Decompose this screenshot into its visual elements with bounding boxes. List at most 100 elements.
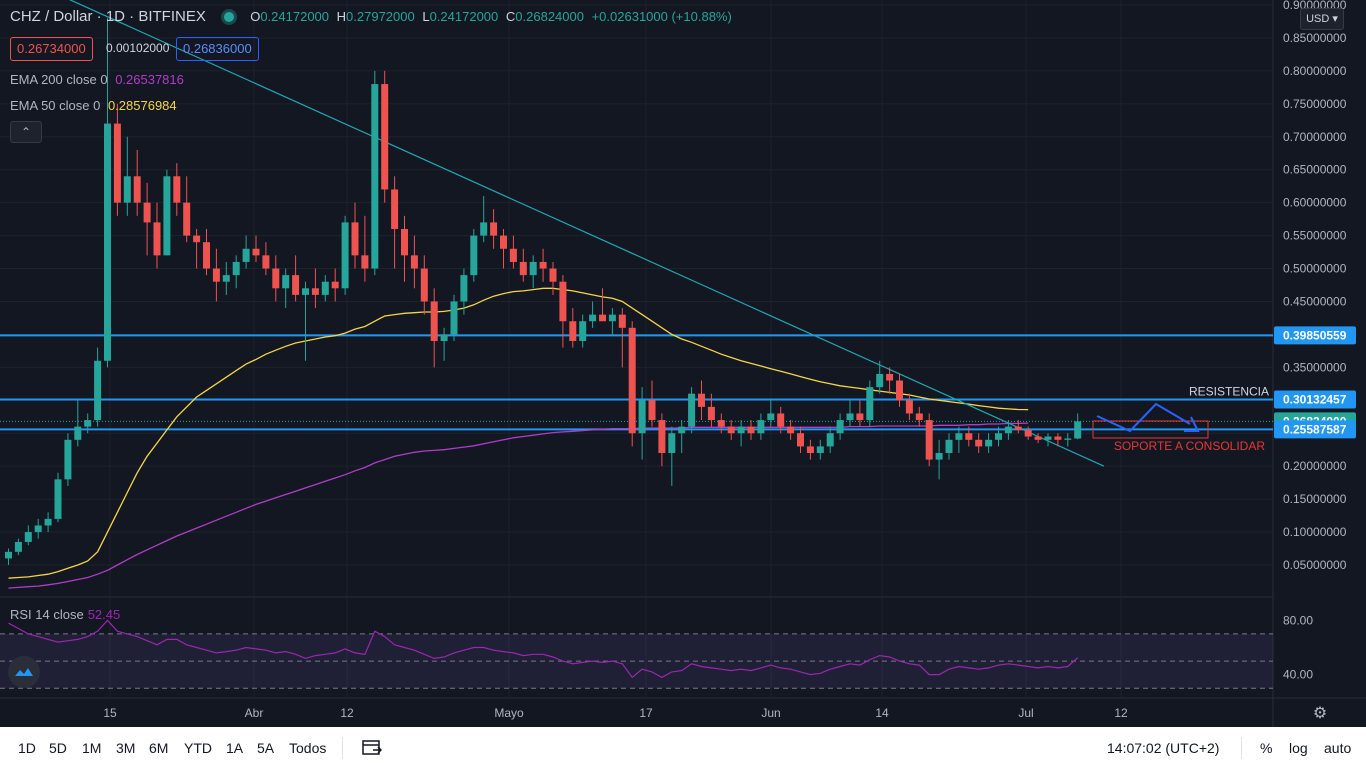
candle bbox=[480, 196, 488, 243]
candle-body bbox=[995, 433, 1002, 440]
candle bbox=[361, 215, 369, 282]
candle-body bbox=[173, 176, 181, 203]
range-3m[interactable]: 3M bbox=[116, 740, 136, 756]
candle-body bbox=[34, 525, 42, 533]
tradingview-logo-icon[interactable] bbox=[8, 656, 40, 688]
candle-body bbox=[282, 275, 290, 289]
candle bbox=[113, 103, 121, 216]
gear-icon[interactable]: ⚙ bbox=[1313, 703, 1327, 722]
candle bbox=[539, 248, 547, 282]
log-toggle[interactable]: log bbox=[1289, 740, 1308, 756]
range-5a[interactable]: 5A bbox=[257, 740, 275, 756]
buy-price-button[interactable]: 0.26836000 bbox=[176, 37, 259, 61]
candle bbox=[104, 18, 111, 368]
clock-timezone[interactable]: 14:07:02 (UTC+2) bbox=[1107, 740, 1220, 756]
candle bbox=[341, 215, 349, 295]
candle bbox=[816, 439, 824, 460]
time-tick-label: 12 bbox=[340, 706, 354, 720]
candle bbox=[311, 268, 319, 309]
candle bbox=[1064, 433, 1072, 447]
candle-body bbox=[470, 235, 478, 276]
candle bbox=[391, 176, 399, 269]
candle-body bbox=[272, 268, 280, 289]
candle bbox=[272, 255, 280, 302]
percent-toggle[interactable]: % bbox=[1260, 740, 1273, 756]
candle bbox=[262, 242, 270, 276]
candle bbox=[410, 235, 418, 289]
ema50-legend[interactable]: EMA 50 close 0 0.28576984 bbox=[10, 98, 177, 113]
rsi-legend[interactable]: RSI 14 close 52.45 bbox=[10, 607, 121, 622]
candle-body bbox=[707, 406, 715, 421]
candle-body bbox=[638, 400, 646, 434]
candle bbox=[559, 275, 567, 348]
candle-body bbox=[747, 426, 755, 434]
candle bbox=[232, 255, 240, 289]
candle bbox=[846, 400, 854, 427]
candle bbox=[242, 235, 250, 269]
candle bbox=[747, 420, 755, 440]
time-tick-label: 12 bbox=[1114, 706, 1128, 720]
candle bbox=[5, 548, 12, 565]
range-1a[interactable]: 1A bbox=[226, 740, 244, 756]
candle-body bbox=[420, 268, 428, 302]
time-tick-label: 15 bbox=[103, 706, 117, 720]
candle-body bbox=[24, 532, 32, 542]
candle-body bbox=[480, 222, 488, 236]
candle bbox=[292, 255, 300, 302]
candle-body bbox=[1044, 436, 1052, 440]
trendline bbox=[68, 0, 1105, 467]
candle-body bbox=[925, 420, 933, 460]
candle bbox=[509, 235, 517, 269]
candle bbox=[945, 433, 953, 460]
candle-body bbox=[163, 176, 171, 256]
candle-body bbox=[787, 426, 795, 434]
candle-body bbox=[648, 400, 656, 421]
candle bbox=[668, 426, 676, 486]
candle bbox=[153, 202, 161, 269]
candle-body bbox=[440, 334, 448, 341]
candle bbox=[826, 426, 834, 453]
projection-path bbox=[1096, 402, 1191, 433]
candle-body bbox=[5, 551, 12, 559]
candle-body bbox=[430, 301, 438, 341]
range-6m[interactable]: 6M bbox=[149, 740, 169, 756]
range-1d[interactable]: 1D bbox=[18, 740, 36, 756]
ema200-path bbox=[8, 422, 1029, 589]
time-tick-label: 17 bbox=[639, 706, 653, 720]
candle bbox=[707, 393, 715, 427]
candle-body bbox=[54, 479, 62, 519]
price-tag-h2: 0.30132457 bbox=[1283, 392, 1347, 406]
annotations: RESISTENCIA SOPORTE A CONSOLIDAR bbox=[1092, 384, 1269, 453]
candle-body bbox=[945, 439, 953, 453]
range-ytd[interactable]: YTD bbox=[184, 740, 212, 756]
goto-date-icon[interactable] bbox=[361, 737, 383, 760]
sell-price-button[interactable]: 0.26734000 bbox=[10, 37, 93, 61]
candle bbox=[203, 229, 210, 276]
range-todos[interactable]: Todos bbox=[289, 740, 327, 756]
candle bbox=[44, 512, 52, 533]
time-axis[interactable]: 15 Abr 12 Mayo 17 Jun 14 Jul 12 ⚙ bbox=[103, 703, 1327, 722]
candle bbox=[1004, 420, 1012, 440]
ema50-line bbox=[8, 287, 1029, 579]
rsi-line bbox=[8, 619, 1079, 679]
ema200-legend[interactable]: EMA 200 close 0 0.26537816 bbox=[10, 72, 184, 87]
candle-body bbox=[410, 255, 418, 269]
candle bbox=[252, 235, 260, 262]
collapse-legend-button[interactable]: ⌃ bbox=[10, 121, 42, 143]
candle bbox=[975, 433, 983, 453]
symbol-legend: CHZ / Dollar · 1D · BITFINEX O0.24172000… bbox=[10, 8, 732, 25]
price-tick-label: 0.10000000 bbox=[1283, 525, 1347, 539]
symbol-title[interactable]: CHZ / Dollar · 1D · BITFINEX bbox=[10, 8, 206, 25]
candle-body bbox=[559, 281, 567, 322]
candle bbox=[915, 406, 923, 427]
candle bbox=[500, 229, 507, 269]
range-5d[interactable]: 5D bbox=[49, 740, 67, 756]
currency-button[interactable]: USD ▾ bbox=[1300, 8, 1344, 30]
range-1m[interactable]: 1M bbox=[82, 740, 102, 756]
candle-body bbox=[539, 261, 547, 269]
candle bbox=[529, 255, 537, 289]
candle-body bbox=[519, 261, 527, 276]
auto-toggle[interactable]: auto bbox=[1324, 740, 1352, 756]
